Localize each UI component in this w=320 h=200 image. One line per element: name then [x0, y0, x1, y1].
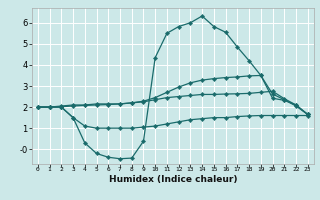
- X-axis label: Humidex (Indice chaleur): Humidex (Indice chaleur): [108, 175, 237, 184]
